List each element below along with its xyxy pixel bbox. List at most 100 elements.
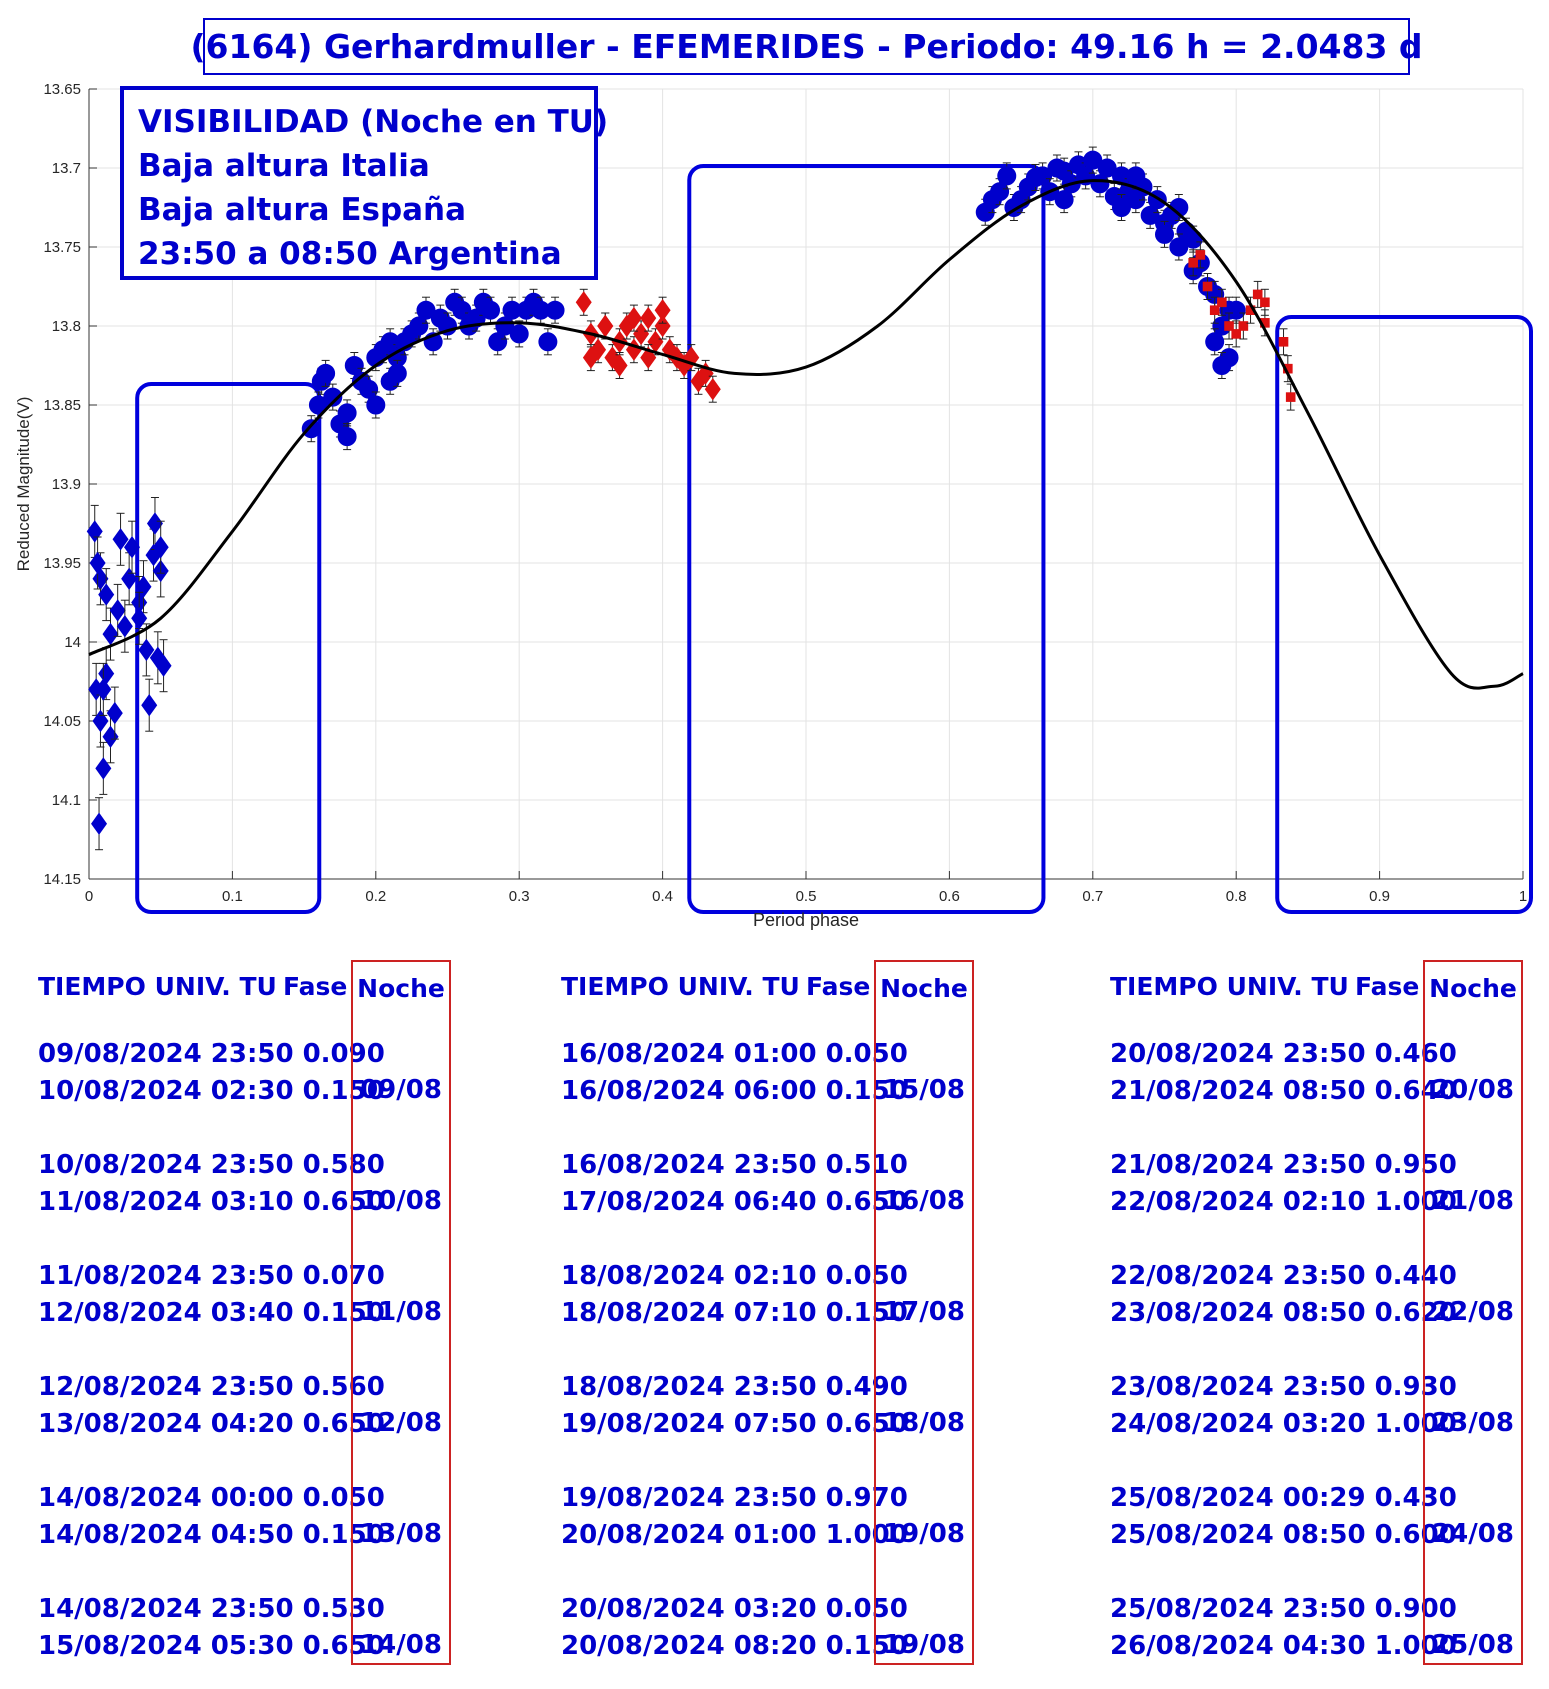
x-tick-label: 0.1 — [222, 888, 243, 905]
data-point-circle — [538, 332, 558, 352]
table-row: 13/08/2024 04:20 0.650 — [38, 1409, 385, 1439]
data-point-circle — [1205, 332, 1225, 352]
table-row: 25/08/2024 23:50 0.900 — [1110, 1594, 1457, 1624]
table-row: 20/08/2024 08:20 0.150 — [561, 1631, 908, 1661]
noche-value: 22/08 — [1432, 1297, 1514, 1327]
data-point-circle — [387, 363, 407, 383]
data-point-square — [1260, 297, 1270, 308]
data-point-diamond — [92, 709, 109, 733]
y-axis-label: Reduced Magnitude(V) — [14, 397, 33, 572]
header-tu: TIEMPO UNIV. TU — [1110, 972, 1349, 1001]
data-point-circle — [545, 300, 565, 320]
table-row: 23/08/2024 08:50 0.620 — [1110, 1298, 1457, 1328]
data-point-circle — [308, 395, 328, 415]
fit-curve-line — [88, 179, 1524, 690]
y-tick-label: 13.8 — [52, 318, 81, 335]
table-row: 19/08/2024 07:50 0.650 — [561, 1409, 908, 1439]
ephemeris-table-2: TIEMPO UNIV. TU Fase 16/08/2024 01:00 0.… — [561, 960, 981, 1680]
table-row: 23/08/2024 23:50 0.930 — [1110, 1372, 1457, 1402]
noche-value: 13/08 — [360, 1519, 442, 1549]
data-point-diamond — [597, 314, 614, 338]
data-point-square — [1252, 289, 1263, 300]
table-row: 18/08/2024 23:50 0.490 — [561, 1372, 908, 1402]
table-row: 10/08/2024 02:30 0.150 — [38, 1076, 385, 1106]
data-point-diamond — [135, 575, 152, 598]
y-tick-label: 13.95 — [43, 555, 81, 572]
header-noche: Noche — [880, 974, 968, 1003]
data-point-circle — [337, 403, 357, 423]
data-point-diamond — [98, 583, 115, 606]
data-point-diamond — [91, 812, 108, 835]
data-point-circle — [366, 395, 386, 415]
visibility-window — [1275, 315, 1533, 914]
header-noche: Noche — [1429, 974, 1517, 1003]
data-point-square — [1283, 363, 1293, 374]
noche-value: 09/08 — [360, 1075, 442, 1105]
data-point-diamond — [106, 701, 123, 725]
data-point-square — [1285, 392, 1296, 402]
x-tick-label: 0.8 — [1226, 888, 1247, 905]
table-row: 20/08/2024 23:50 0.460 — [1110, 1039, 1457, 1069]
table-row: 16/08/2024 06:00 0.150 — [561, 1076, 908, 1106]
data-point-circle — [509, 324, 529, 344]
visibility-line: 23:50 a 08:50 Argentina — [138, 236, 562, 272]
table-row: 18/08/2024 07:10 0.150 — [561, 1298, 908, 1328]
table-row: 14/08/2024 00:00 0.050 — [38, 1483, 385, 1513]
y-tick-label: 14.1 — [52, 792, 81, 809]
data-point-circle — [1212, 356, 1232, 375]
y-tick-label: 13.7 — [52, 160, 81, 177]
noche-column: Noche 09/08 10/08 11/08 12/08 13/08 14/0… — [351, 960, 451, 1665]
table-row: 15/08/2024 05:30 0.650 — [38, 1631, 385, 1661]
visibility-window — [135, 382, 322, 914]
table-row: 21/08/2024 23:50 0.950 — [1110, 1150, 1457, 1180]
data-point-circle — [1140, 205, 1160, 225]
data-point-diamond — [112, 528, 129, 551]
noche-value: 10/08 — [360, 1186, 442, 1216]
data-point-square — [1217, 297, 1227, 308]
table-row: 22/08/2024 23:50 0.440 — [1110, 1261, 1457, 1291]
axis-labels: 0 0.1 0.2 0.3 0.4 0.5 0.6 0.7 0.8 0.9 1 13.65 13.7 13… — [14, 81, 1527, 930]
noche-value: 16/08 — [883, 1186, 965, 1216]
data-point-circle — [323, 387, 343, 407]
data-point-circle — [1033, 166, 1053, 186]
x-tick-label: 0.2 — [365, 888, 386, 905]
data-point-circle — [466, 308, 486, 328]
data-point-diamond — [149, 646, 166, 669]
data-point-circle — [1090, 174, 1110, 194]
data-point-square — [1195, 250, 1206, 260]
data-point-diamond — [109, 599, 126, 622]
table-row: 20/08/2024 01:00 1.000 — [561, 1520, 908, 1550]
data-point-circle — [416, 300, 436, 320]
table-row: 12/08/2024 03:40 0.150 — [38, 1298, 385, 1328]
ephemeris-table-1: TIEMPO UNIV. TU Fase 09/08/2024 23:50 0.… — [38, 960, 458, 1680]
data-point-circle — [301, 419, 321, 439]
table-row: 17/08/2024 06:40 0.650 — [561, 1187, 908, 1217]
data-point-circle — [1155, 224, 1174, 244]
data-point-circle — [1111, 198, 1131, 217]
visibility-line: Baja altura Italia — [138, 148, 430, 184]
x-tick-label: 0 — [85, 888, 93, 905]
table-row: 20/08/2024 03:20 0.050 — [561, 1594, 908, 1624]
data-point-circle — [997, 166, 1017, 186]
ephemeris-tables: TIEMPO UNIV. TU Fase 09/08/2024 23:50 0.… — [0, 960, 1549, 1680]
table-row: 10/08/2024 23:50 0.580 — [38, 1150, 385, 1180]
noche-value: 25/08 — [1432, 1630, 1514, 1660]
noche-value: 19/08 — [883, 1630, 965, 1660]
ephemeris-table-3: TIEMPO UNIV. TU Fase 20/08/2024 23:50 0.… — [1110, 960, 1530, 1680]
axes — [88, 88, 1524, 880]
x-tick-label: 0.9 — [1369, 888, 1390, 905]
x-tick-label: 0.5 — [796, 888, 817, 905]
data-point-diamond — [155, 654, 172, 677]
data-point-circle — [488, 332, 508, 352]
visibility-box: VISIBILIDAD (Noche en TU) Baja altura It… — [120, 86, 609, 280]
visibility-line: VISIBILIDAD (Noche en TU) — [138, 104, 609, 140]
x-tick-label: 0.4 — [652, 888, 673, 905]
table-row: 16/08/2024 23:50 0.510 — [561, 1150, 908, 1180]
data-point-circle — [1097, 158, 1117, 178]
header-fase: Fase — [1355, 972, 1420, 1001]
data-point-circle — [1126, 166, 1146, 186]
noche-value: 23/08 — [1432, 1408, 1514, 1438]
header-tu: TIEMPO UNIV. TU — [38, 972, 277, 1001]
table-row: 25/08/2024 00:29 0.430 — [1110, 1483, 1457, 1513]
data-point-diamond — [654, 314, 671, 338]
